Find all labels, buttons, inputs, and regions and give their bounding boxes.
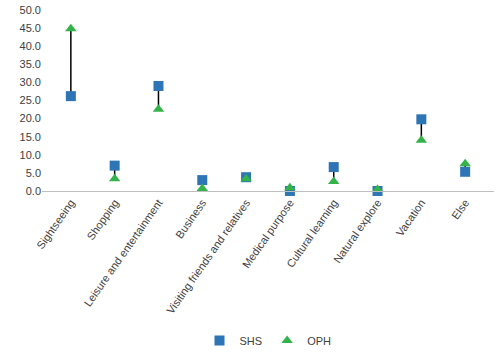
svg-text:Sightseeing: Sightseeing: [34, 197, 77, 251]
svg-text:35.0: 35.0: [20, 58, 41, 70]
svg-text:Shopping: Shopping: [84, 197, 121, 242]
svg-text:Vacation: Vacation: [394, 197, 428, 238]
svg-text:0.0: 0.0: [26, 185, 41, 197]
svg-text:10.0: 10.0: [20, 149, 41, 161]
svg-text:40.0: 40.0: [20, 40, 41, 52]
svg-text:Natural explore: Natural explore: [331, 197, 384, 265]
svg-text:Cultural learning: Cultural learning: [284, 197, 340, 270]
svg-text:Else: Else: [449, 197, 471, 221]
svg-text:Medical purpose: Medical purpose: [240, 197, 296, 270]
svg-text:30.0: 30.0: [20, 76, 41, 88]
svg-text:5.0: 5.0: [26, 167, 41, 179]
svg-text:SHS: SHS: [240, 335, 263, 347]
svg-text:50.0: 50.0: [20, 4, 41, 16]
svg-text:15.0: 15.0: [20, 131, 41, 143]
svg-text:Visiting friends and relatives: Visiting friends and relatives: [164, 197, 253, 316]
svg-text:20.0: 20.0: [20, 112, 41, 124]
svg-text:OPH: OPH: [307, 335, 331, 347]
svg-text:45.0: 45.0: [20, 22, 41, 34]
svg-text:Leisure and entertainment: Leisure and entertainment: [81, 197, 164, 309]
svg-text:Business: Business: [173, 197, 209, 241]
svg-text:25.0: 25.0: [20, 94, 41, 106]
